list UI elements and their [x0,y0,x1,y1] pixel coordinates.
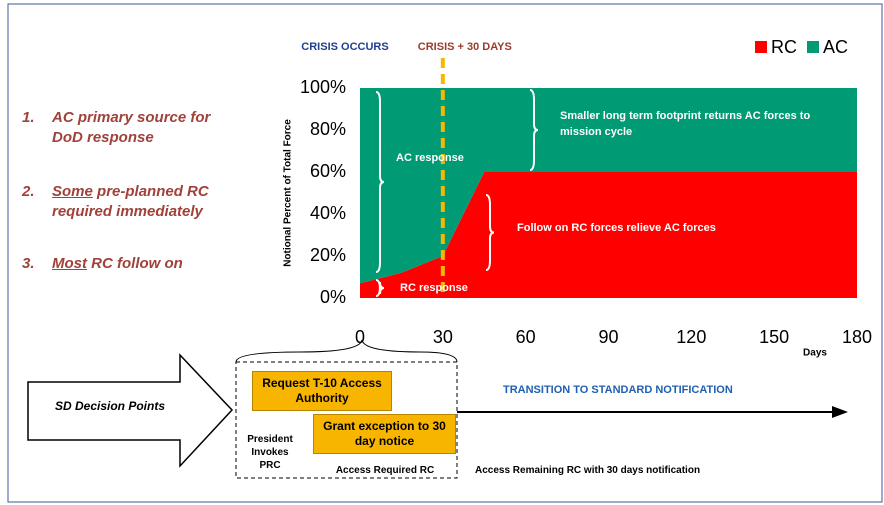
president-label: President Invokes PRC [247,434,293,471]
event-label: CRISIS OCCURS [301,41,388,53]
x-tick-label: 60 [516,327,536,347]
point-text: pre-planned RC required immediately [52,183,209,220]
brace [375,279,385,297]
decision-arrow [27,353,234,468]
decision-label: SD Decision Points [54,399,165,413]
event-label: CRISIS + 30 DAYS [418,41,512,53]
annotation: Follow on RC forces relieve AC forces [517,222,716,234]
annotation: RC response [400,282,468,294]
point-number: 1. [22,109,35,126]
x-tick-label: 180 [842,327,872,347]
point-number: 3. [22,255,35,272]
point-text: RC follow on [91,255,183,272]
dashed-box [235,361,458,479]
legend-swatch [755,41,767,53]
y-tick-label: 40% [310,203,346,223]
brace [529,89,539,171]
x-axis-label: Days [803,348,827,359]
y-axis-label: Notional Percent of Total Force [283,119,294,267]
x-tick-label: 30 [433,327,453,347]
x-tick-label: 0 [355,327,365,347]
legend-swatch [807,41,819,53]
y-tick-label: 20% [310,245,346,265]
frame [7,3,883,503]
required-label: Access Required RC [335,465,435,476]
x-tick-label: 90 [598,327,618,347]
arrow-head [832,406,848,418]
legend-label: AC [823,37,848,57]
step-box: Grant exception to 30 day notice [313,414,456,454]
point: 2. Some pre-planned RC required immediate… [22,182,232,222]
x-tick-label: 120 [676,327,706,347]
y-tick-label: 60% [310,161,346,181]
step-box: Request T-10 Access Authority [252,371,392,411]
point-number: 2. [22,183,35,200]
point: 1. AC primary source for DoD response [22,108,232,148]
point-text: AC primary source for DoD response [52,109,211,146]
brace [375,91,385,273]
y-tick-label: 100% [300,77,346,97]
annotation: Smaller long term footprint returns AC f… [560,110,811,138]
remaining-label: Access Remaining RC with 30 days notific… [475,465,701,476]
point-emphasis: Most [52,255,87,272]
legend-label: RC [771,37,797,57]
brace [485,194,495,271]
y-tick-label: 0% [320,287,346,307]
point: 3. Most RC follow on [22,254,232,274]
transition-label: TRANSITION TO STANDARD NOTIFICATION [503,384,733,396]
x-tick-label: 150 [759,327,789,347]
area [360,88,857,284]
y-tick-label: 80% [310,119,346,139]
brace [235,339,458,363]
area [360,172,857,298]
annotation: AC response [396,152,464,164]
point-emphasis: Some [52,183,93,200]
